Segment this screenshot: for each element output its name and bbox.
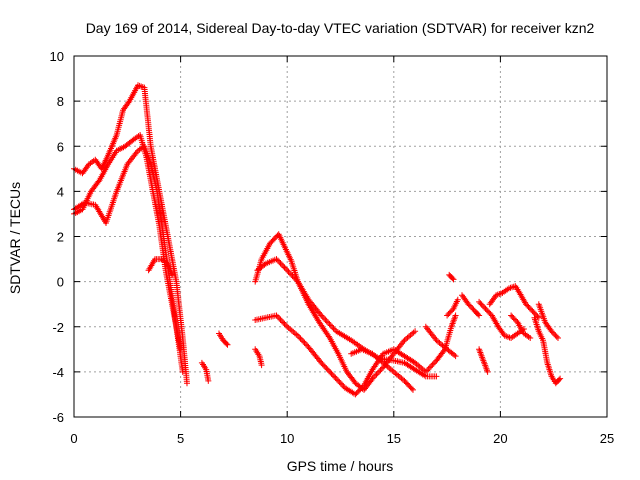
series-arc-11 (348, 346, 416, 393)
data-point-markers (508, 312, 534, 341)
series-arc-18 (476, 346, 491, 375)
data-point-markers (422, 323, 459, 360)
data-point-markers (216, 330, 231, 348)
y-tick-label: 0 (57, 275, 64, 290)
chart-title: Day 169 of 2014, Sidereal Day-to-day VTE… (86, 20, 595, 36)
series-arc-20 (531, 314, 564, 387)
x-tick-label: 15 (387, 431, 401, 446)
series-arc-19 (508, 312, 534, 341)
data-point-markers (476, 298, 527, 341)
plot-frame (73, 55, 608, 418)
data-point-markers (71, 82, 190, 387)
data-series (71, 82, 564, 398)
series-arc-3 (71, 143, 186, 375)
data-point-markers (459, 292, 483, 319)
data-point-markers (444, 296, 461, 319)
y-tick-label: -4 (52, 365, 64, 380)
series-arc-16 (476, 298, 527, 341)
data-point-markers (252, 346, 265, 369)
series-arc-21 (535, 301, 561, 341)
y-tick-label: 2 (57, 230, 64, 245)
series-arc-14 (446, 271, 457, 283)
series-arc-1 (71, 82, 190, 387)
grid (74, 56, 607, 417)
data-point-markers (71, 143, 186, 375)
x-tick-label: 5 (177, 431, 184, 446)
data-point-markers (252, 231, 440, 380)
series-arc-4 (145, 256, 176, 278)
x-tick-label: 20 (493, 431, 507, 446)
y-tick-label: 4 (57, 184, 64, 199)
series-arc-6 (216, 330, 231, 348)
data-point-markers (476, 346, 491, 375)
data-point-markers (535, 301, 561, 341)
tick-labels: 0 5 10 15 20 25 -6 -4 -2 0 2 4 6 8 10 (50, 49, 615, 446)
data-point-markers (198, 359, 212, 384)
y-tick-label: 6 (57, 139, 64, 154)
series-arc-15 (459, 292, 483, 319)
data-point-markers (348, 346, 416, 393)
y-axis-label: SDTVAR / TECUs (7, 182, 23, 294)
series-arc-17 (486, 283, 542, 321)
data-point-markers (531, 314, 564, 387)
x-axis-label: GPS time / hours (287, 458, 394, 474)
x-tick-label: 25 (600, 431, 614, 446)
y-tick-label: -2 (52, 320, 64, 335)
data-point-markers (446, 271, 457, 283)
y-tick-label: 10 (50, 49, 64, 64)
series-arc-10 (252, 346, 265, 369)
x-tick-label: 0 (70, 431, 77, 446)
y-tick-label: -6 (52, 410, 64, 425)
series-arc-5 (198, 359, 212, 384)
series-arc-7 (252, 231, 440, 380)
series-arc-13 (444, 296, 461, 319)
x-tick-label: 10 (280, 431, 294, 446)
series-arc-12 (422, 323, 459, 360)
y-tick-label: 8 (57, 94, 64, 109)
data-point-markers (486, 283, 542, 321)
data-point-markers (145, 256, 176, 278)
